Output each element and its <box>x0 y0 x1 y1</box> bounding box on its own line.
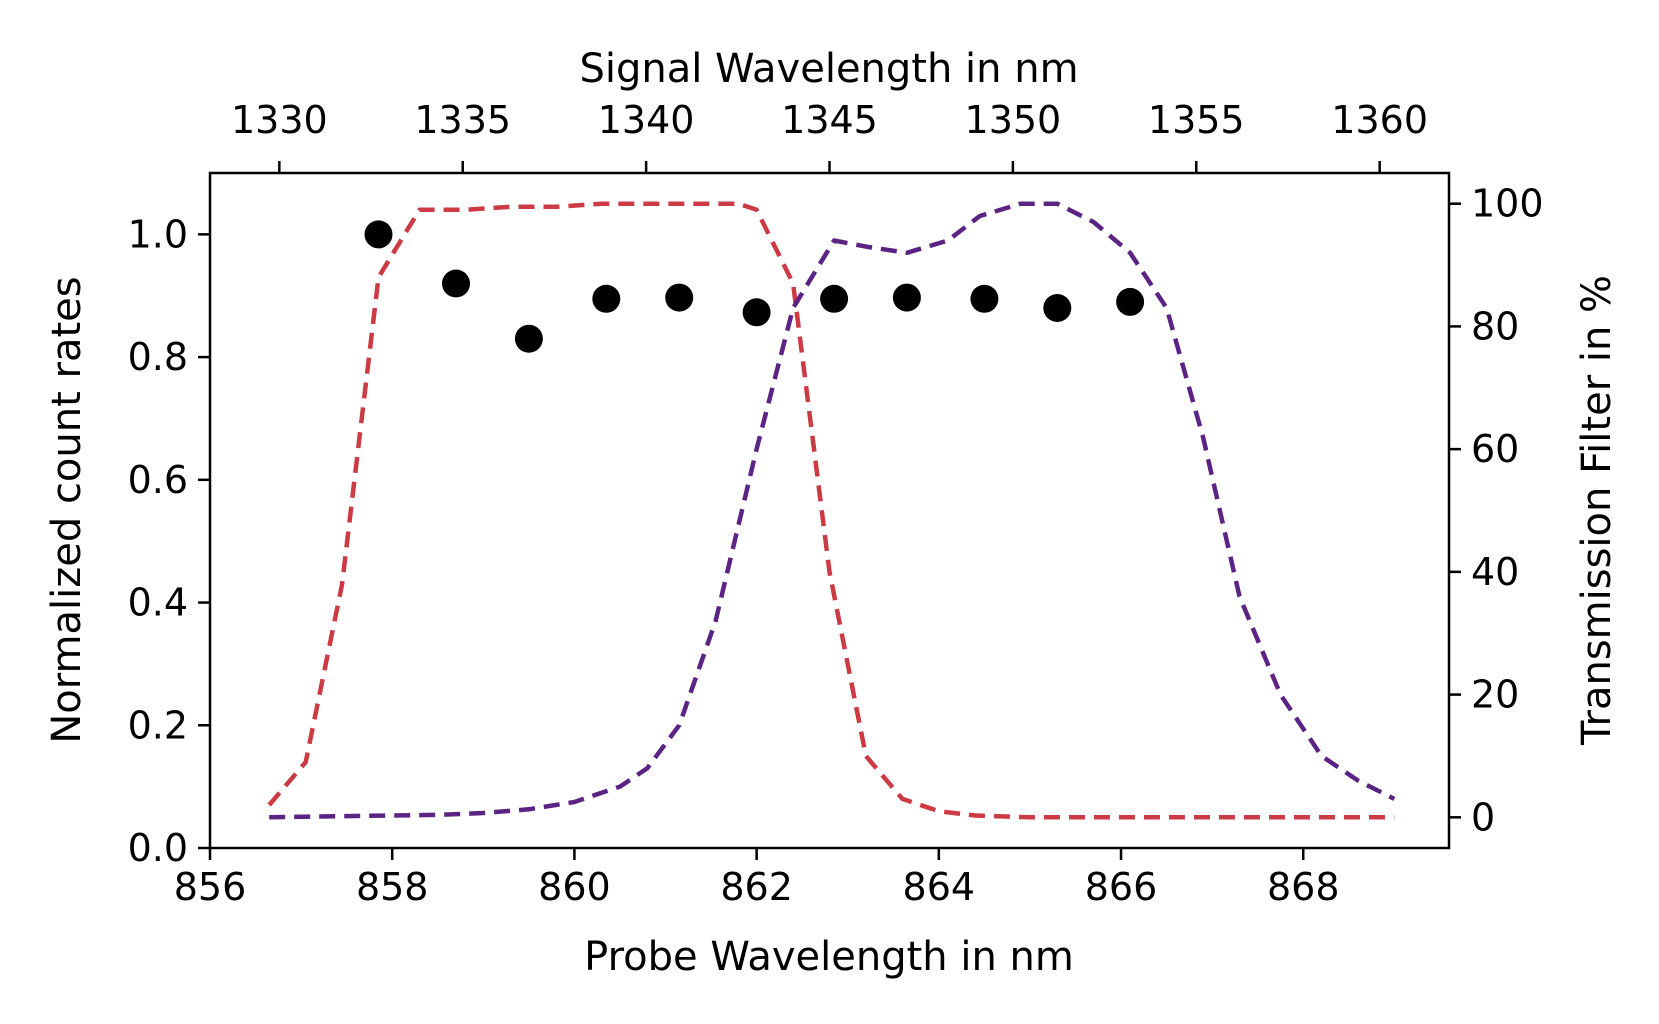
data-point <box>742 298 771 327</box>
y-tick-label: 0.4 <box>128 581 188 625</box>
x-top-tick-label: 1345 <box>781 98 878 142</box>
data-point <box>665 283 694 312</box>
y2-tick-label: 20 <box>1471 673 1519 717</box>
data-point <box>364 220 393 249</box>
series-points <box>364 220 1145 353</box>
plot-frame <box>208 171 1451 850</box>
y-left-axis-title: Normalized count rates <box>44 276 90 743</box>
data-point <box>1043 294 1072 322</box>
x-top-tick-label: 1360 <box>1331 98 1428 142</box>
y2-tick-label: 60 <box>1471 427 1519 471</box>
x-tick-label: 860 <box>538 865 611 909</box>
x-tick-label: 868 <box>1267 865 1340 909</box>
y-left-axis-ticks: 0.0 0.2 0.4 0.6 0.8 1.0 <box>128 212 210 870</box>
x-tick-label: 864 <box>903 865 976 909</box>
data-point <box>892 283 921 312</box>
y-tick-label: 0.8 <box>128 335 188 379</box>
series-line-2 <box>269 201 1396 820</box>
y2-tick-label: 40 <box>1471 550 1519 594</box>
data-point <box>1116 287 1145 316</box>
y-tick-label: 1.0 <box>128 212 188 256</box>
series-lines <box>267 201 1396 820</box>
x-top-axis-title: Signal Wavelength in nm <box>579 46 1078 92</box>
x-top-axis-ticks: 1330 1335 1340 1345 1350 1355 1360 <box>231 98 1428 173</box>
x-top-tick-label: 1330 <box>231 98 328 142</box>
x-tick-label: 862 <box>720 865 793 909</box>
y-tick-label: 0.2 <box>128 703 188 747</box>
y-tick-label: 0.0 <box>128 826 188 870</box>
x-tick-label: 858 <box>356 865 429 909</box>
x-top-tick-label: 1350 <box>965 98 1062 142</box>
x-tick-label: 866 <box>1085 865 1158 909</box>
data-point <box>820 284 849 313</box>
data-point <box>592 284 621 313</box>
x-axis-title: Probe Wavelength in nm <box>584 934 1074 980</box>
series-line-1 <box>267 201 1395 820</box>
x-axis-ticks: 856 858 860 862 864 866 868 <box>174 848 1340 909</box>
y-tick-label: 0.6 <box>128 458 188 502</box>
y-right-axis-title: Transmission Filter in % <box>1574 275 1620 746</box>
data-point <box>442 269 470 298</box>
y2-tick-label: 80 <box>1471 304 1519 348</box>
data-point <box>514 324 543 353</box>
y-right-axis-ticks: 0 20 40 60 80 100 <box>1449 182 1544 839</box>
y2-tick-label: 0 <box>1471 795 1495 839</box>
x-top-tick-label: 1335 <box>414 98 511 142</box>
x-top-tick-label: 1355 <box>1148 98 1245 142</box>
data-point <box>970 284 999 313</box>
x-top-tick-label: 1340 <box>598 98 695 142</box>
x-tick-label: 856 <box>174 865 247 909</box>
y2-tick-label: 100 <box>1471 182 1544 226</box>
